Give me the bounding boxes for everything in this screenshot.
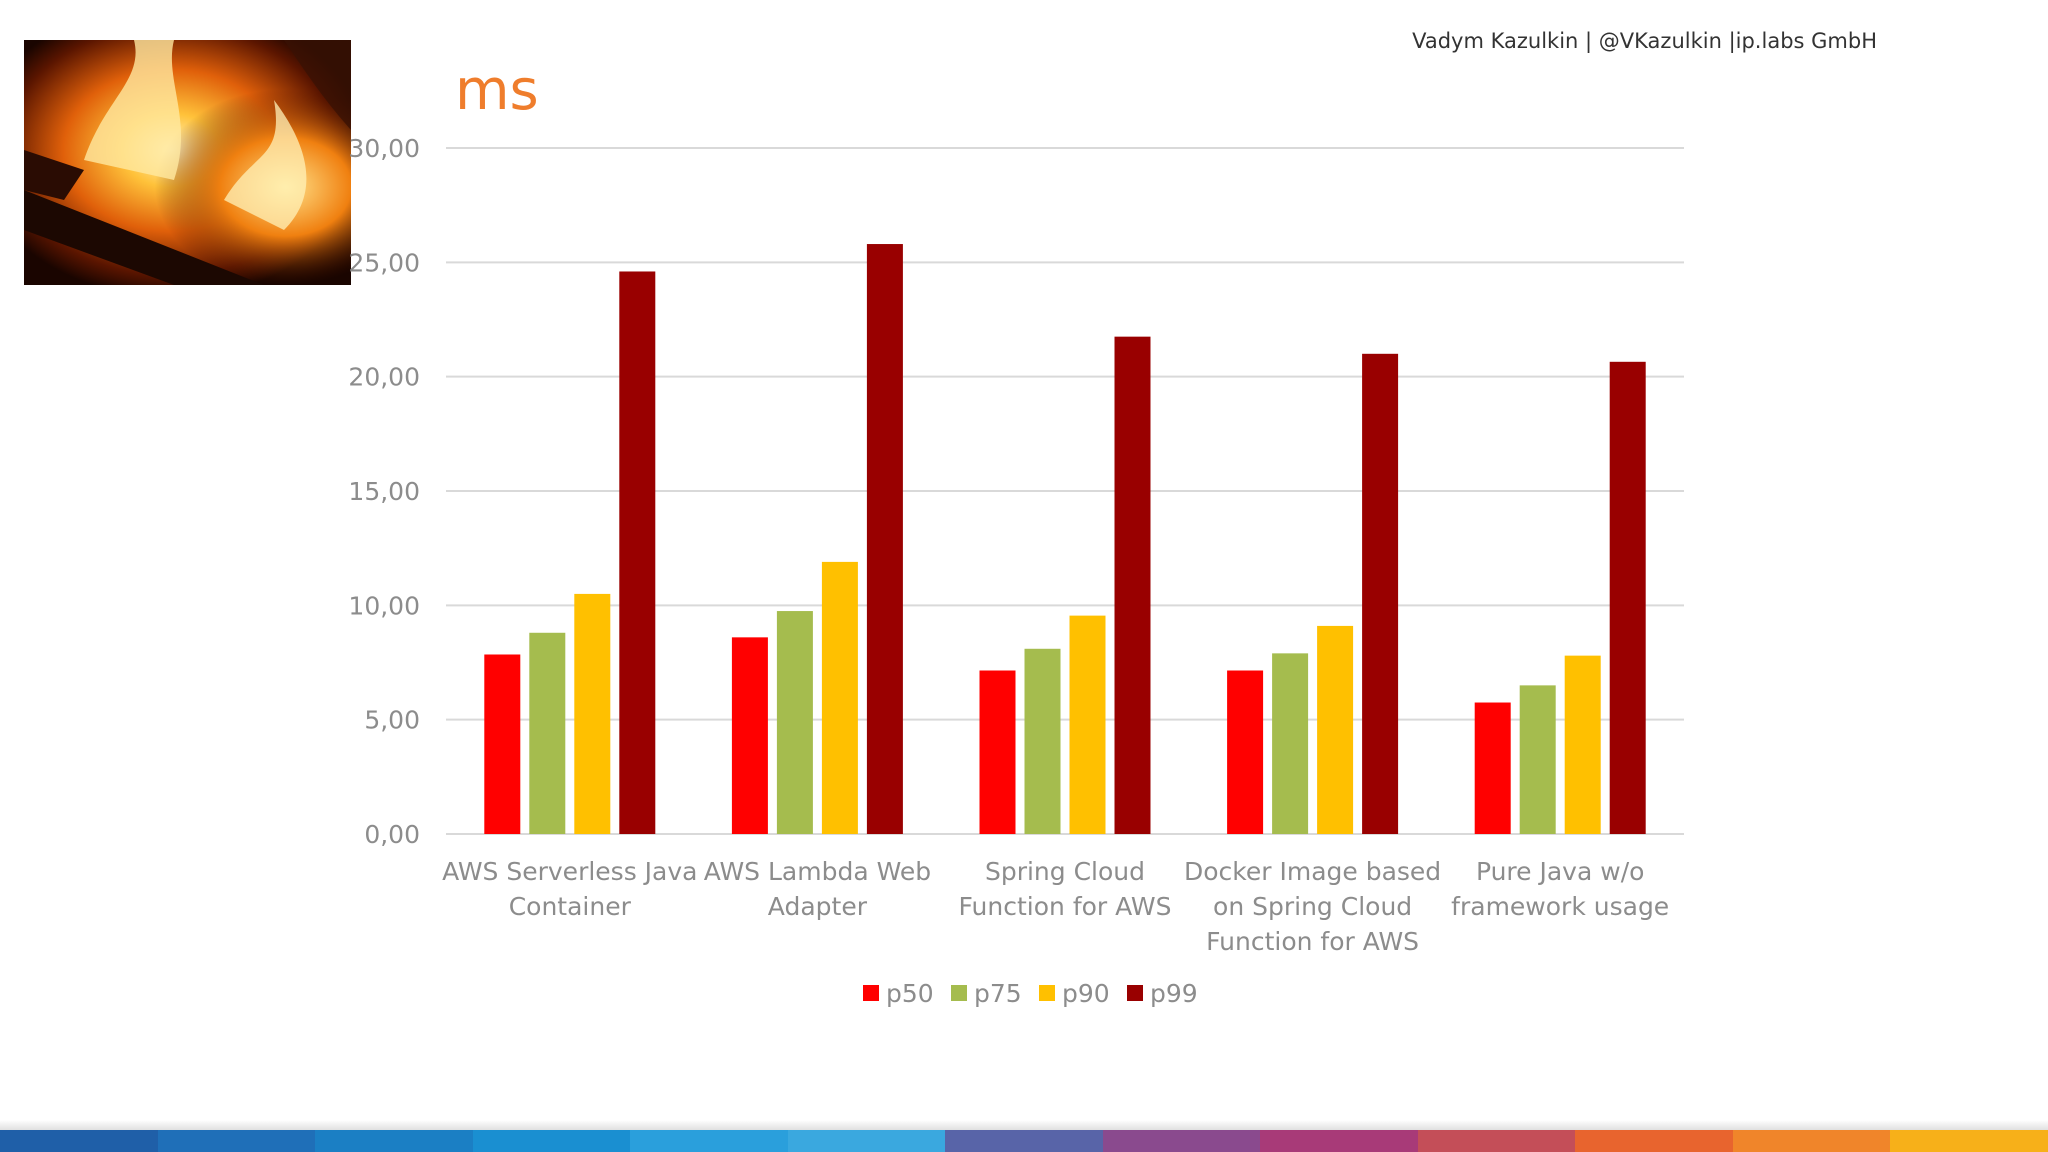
bar-p90 [1069,615,1106,834]
footer-color-segment [1260,1130,1418,1152]
y-axis-ticks: 0,00 5,00 10,00 15,00 20,00 25,00 30,00 [348,134,420,849]
bar-p75 [529,632,566,834]
legend-label-p99: p99 [1150,979,1198,1008]
legend-swatch-p50 [863,985,879,1001]
bar-p75 [1272,653,1309,834]
legend-swatch-p90 [1039,985,1055,1001]
x-tick-label: Pure Java w/o framework usage [1451,857,1669,921]
bar-p75 [776,611,813,834]
y-tick-label: 30,00 [348,134,420,163]
bar-p75 [1519,685,1556,834]
chart-title: ms [455,58,539,123]
legend-label-p75: p75 [974,979,1022,1008]
bar-p90 [1564,655,1601,834]
bar-p90 [1317,625,1354,834]
legend-swatch-p99 [1127,985,1143,1001]
footer-color-segment [1732,1130,1891,1152]
bar-p99 [619,271,656,835]
footer-color-segment [1890,1130,2048,1152]
bar-p90 [821,561,858,834]
footer-color-segment [945,1130,1103,1152]
x-tick-label: Docker Image based on Spring Cloud Functio… [1184,857,1441,956]
footer-color-segment [630,1130,788,1152]
bar-p50 [1227,670,1264,834]
footer-color-segment [1417,1130,1576,1152]
footer-color-segment [787,1130,946,1152]
legend: p50 p75 p90 p99 [863,979,1198,1008]
fire-icon [24,40,351,285]
y-tick-label: 5,00 [364,706,420,735]
y-tick-label: 10,00 [348,591,420,620]
legend-label-p50: p50 [886,979,934,1008]
attribution-text: Vadym Kazulkin | @VKazulkin |ip.labs Gmb… [1412,29,1877,53]
footer-color-segment [1102,1130,1261,1152]
y-tick-label: 0,00 [364,820,420,849]
y-tick-label: 15,00 [348,477,420,506]
bar-p75 [1024,648,1061,834]
bar-p99 [866,244,903,835]
fire-photo [24,40,351,285]
footer-color-segment [1575,1130,1733,1152]
bar-p50 [731,637,768,834]
bar-p99 [1609,361,1646,834]
bar-p50 [1474,702,1511,834]
footer-color-segment [157,1130,316,1152]
bars [484,244,1646,835]
x-tick-label: AWS Serverless Java Container [442,857,697,921]
x-tick-label: Spring Cloud Function for AWS [959,857,1172,921]
legend-swatch-p75 [951,985,967,1001]
bar-p99 [1362,353,1399,834]
legend-label-p90: p90 [1062,979,1110,1008]
footer-color-segment [472,1130,631,1152]
bar-p50 [979,670,1016,834]
bar-p90 [574,593,611,834]
bar-p99 [1114,336,1151,834]
footer-color-segment [0,1130,158,1152]
footer-color-segment [315,1130,473,1152]
x-tick-label: AWS Lambda Web Adapter [704,857,931,921]
footer-color-bar [0,1120,2048,1152]
y-tick-label: 25,00 [348,248,420,277]
y-tick-label: 20,00 [348,363,420,392]
bar-p50 [484,654,521,834]
